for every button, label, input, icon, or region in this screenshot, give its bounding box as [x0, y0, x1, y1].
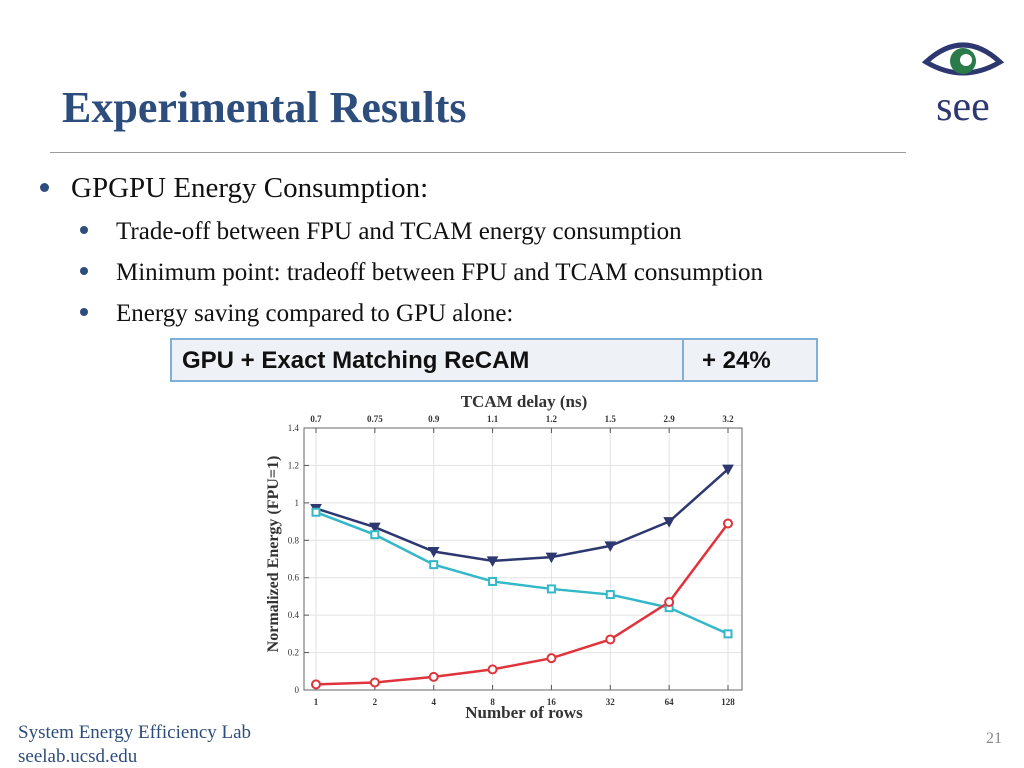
x-tick-label: 64 — [665, 697, 675, 707]
data-point-triangle — [663, 517, 675, 528]
data-point-circle — [664, 597, 675, 608]
energy-chart: TCAM delay (ns) Number of rows Normalize… — [265, 392, 743, 722]
data-point-square — [370, 530, 380, 540]
y-tick-label: 0.6 — [288, 573, 300, 583]
axes — [303, 427, 743, 691]
x-tick-label: 4 — [431, 697, 436, 707]
data-point-triangle — [604, 541, 617, 552]
data-point-square — [723, 629, 733, 639]
bullet-dot — [80, 226, 88, 235]
sub-bullet-2: Minimum point: tradeoff between FPU and … — [80, 259, 763, 287]
sub-bullet-1: Trade-off between FPU and TCAM energy co… — [80, 218, 682, 246]
logo-eye-outline — [921, 42, 1005, 76]
plot-frame — [303, 427, 743, 691]
series-lines — [315, 468, 730, 686]
data-point-triangle — [427, 547, 440, 558]
y-tick-label: 0.2 — [288, 648, 299, 658]
logo-eye-pupil — [960, 54, 972, 66]
x-tick-label: 16 — [547, 697, 557, 707]
data-point-square — [605, 590, 615, 600]
logo-text: see — [936, 84, 990, 126]
bullet-dot — [40, 182, 49, 192]
top-tick-label: 1.2 — [546, 414, 558, 424]
data-point-triangle — [486, 556, 499, 567]
top-tick-label: 1.5 — [605, 414, 617, 424]
slide-title: Experimental Results — [62, 83, 467, 132]
top-tick-label: 3.2 — [722, 414, 734, 424]
energy-saving-table: GPU + Exact Matching ReCAM + 24% — [170, 338, 818, 382]
sub-bullet-text: Energy saving compared to GPU alone: — [116, 300, 514, 327]
top-tick-label: 1.1 — [487, 414, 499, 424]
series-line-3 — [315, 522, 730, 686]
data-point-circle — [723, 518, 733, 529]
y-tick-label: 1 — [295, 498, 300, 508]
sub-bullet-text: Trade-off between FPU and TCAM energy co… — [116, 218, 682, 245]
top-tick-label: 2.9 — [664, 414, 676, 424]
x-tick-label: 8 — [490, 697, 495, 707]
x-tick-label: 32 — [606, 697, 616, 707]
data-point-triangle — [545, 552, 558, 564]
page-number: 21 — [986, 730, 1002, 747]
data-point-circle — [487, 664, 498, 675]
tick-labels: 0 0.2 0.4 0.6 0.8 1 1.2 1.4 1 0.7 2 0.75 4 0.9 8 1.1 16 1… — [288, 414, 736, 707]
see-logo: see — [921, 42, 1005, 126]
table-label-cell: GPU + Exact Matching ReCAM — [172, 340, 684, 380]
footer-url: seelab.ucsd.edu — [18, 746, 138, 767]
main-bullet-text: GPGPU Energy Consumption: — [71, 172, 429, 204]
top-axis-label: TCAM delay (ns) — [461, 392, 588, 411]
y-tick-label: 1.2 — [288, 460, 299, 470]
series-line-2 — [315, 511, 729, 635]
x-tick-label: 2 — [373, 697, 378, 707]
data-point-square — [311, 507, 321, 517]
y-tick-label: 0.4 — [288, 610, 300, 620]
y-tick-label: 1.4 — [288, 423, 300, 433]
table-value: + 24% — [702, 347, 771, 374]
title-divider — [50, 152, 906, 153]
data-point-circle — [369, 677, 380, 688]
x-tick-label: 1 — [314, 697, 319, 707]
main-bullet: GPGPU Energy Consumption: — [40, 172, 428, 205]
data-point-square — [488, 576, 498, 586]
data-point-triangle — [722, 464, 734, 476]
data-point-triangle — [369, 522, 381, 534]
data-point-circle — [605, 634, 616, 645]
sub-bullet-3: Energy saving compared to GPU alone: — [80, 300, 513, 328]
y-tick-label: 0 — [295, 685, 300, 695]
sub-bullet-text: Minimum point: tradeoff between FPU and … — [116, 259, 763, 286]
x-axis-label: Number of rows — [465, 703, 583, 722]
bullet-dot — [80, 267, 88, 276]
data-point-square — [429, 560, 439, 570]
footer-lab-name: System Energy Efficiency Lab — [18, 722, 252, 743]
y-tick-label: 0.8 — [288, 535, 300, 545]
bullet-dot — [80, 308, 88, 317]
data-point-circle — [428, 671, 439, 682]
top-tick-label: 0.9 — [428, 414, 440, 424]
x-tick-label: 128 — [721, 697, 735, 707]
series-markers — [310, 464, 734, 690]
data-point-circle — [311, 679, 321, 690]
data-point-square — [546, 584, 556, 594]
data-point-circle — [546, 653, 557, 664]
y-axis-label: Normalized Energy (FPU=1) — [265, 456, 282, 653]
table-label: GPU + Exact Matching ReCAM — [182, 347, 530, 374]
top-tick-label: 0.75 — [367, 414, 383, 424]
series-line-1 — [315, 468, 729, 563]
top-tick-label: 0.7 — [310, 414, 322, 424]
